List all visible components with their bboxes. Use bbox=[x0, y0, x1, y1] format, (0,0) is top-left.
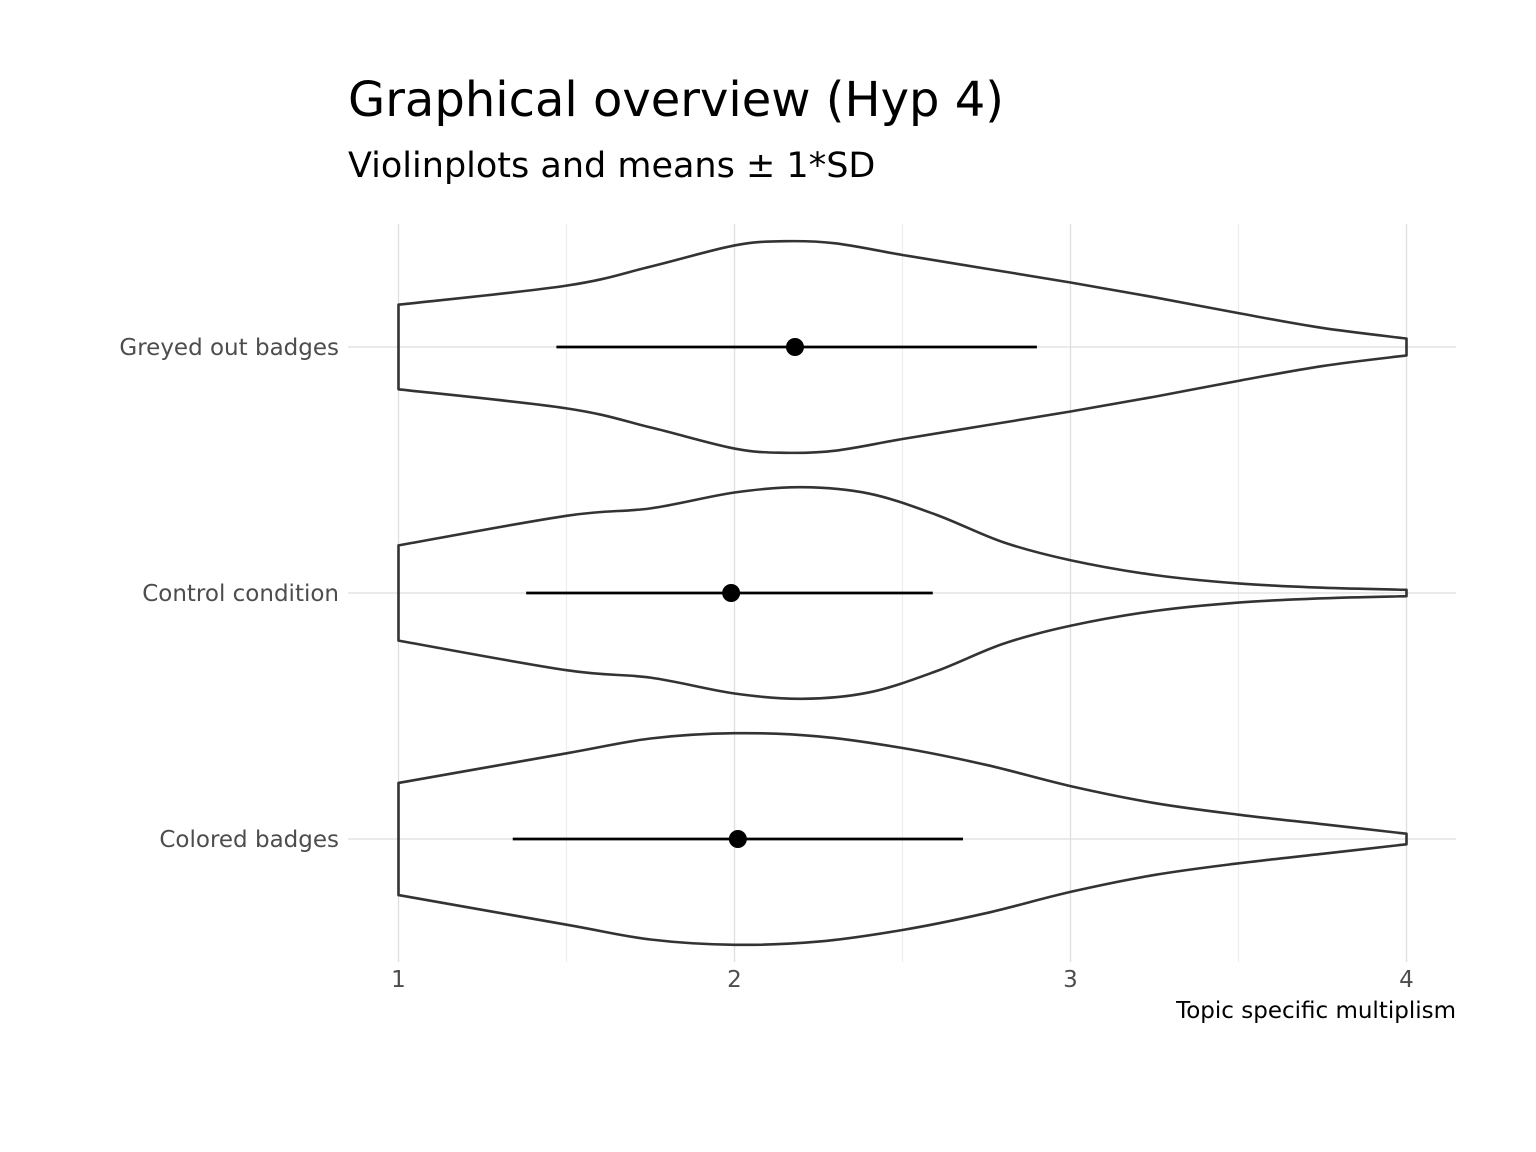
x-tick-labels: 1 2 3 4 bbox=[391, 967, 1414, 993]
x-tick-label: 3 bbox=[1063, 967, 1078, 993]
violin-outline bbox=[397, 239, 1408, 455]
mean-point bbox=[722, 584, 741, 602]
violins bbox=[397, 239, 1408, 947]
mean-points bbox=[722, 338, 804, 848]
chart-subtitle: Violinplots and means ± 1*SD bbox=[348, 146, 875, 186]
chart-title: Graphical overview (Hyp 4) bbox=[348, 72, 1004, 128]
violin-outline bbox=[397, 485, 1408, 701]
x-tick-label: 4 bbox=[1399, 967, 1414, 993]
mean-point bbox=[785, 338, 804, 356]
x-axis-title: Topic specific multiplism bbox=[1175, 998, 1456, 1024]
x-tick-label: 2 bbox=[727, 967, 742, 993]
violin-outline bbox=[397, 731, 1408, 947]
x-tick-label: 1 bbox=[391, 967, 406, 993]
category-labels: Greyed out badges Control condition Colore… bbox=[119, 335, 339, 853]
category-label: Colored badges bbox=[159, 827, 339, 853]
mean-point bbox=[728, 830, 747, 848]
category-label: Greyed out badges bbox=[119, 335, 339, 361]
category-label: Control condition bbox=[142, 581, 339, 607]
